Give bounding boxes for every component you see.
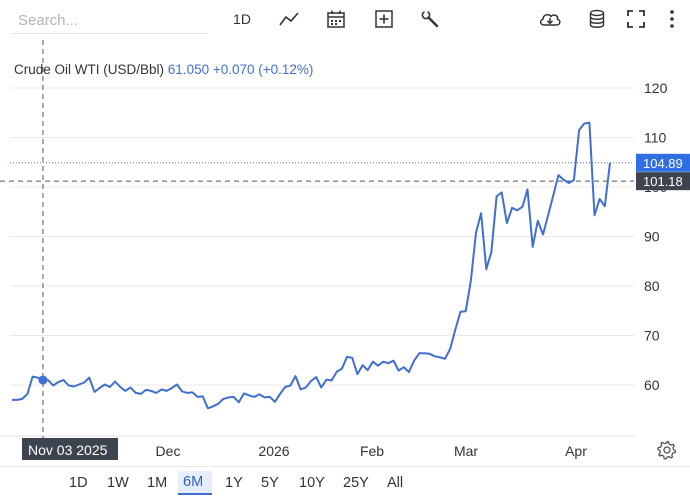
range-10y[interactable]: 10Y xyxy=(299,475,325,491)
calendar-icon[interactable] xyxy=(324,6,348,32)
range-all[interactable]: All xyxy=(387,475,404,491)
crosshair-date-label: Nov 03 2025 xyxy=(28,442,108,458)
x-axis: Dec 2026 Feb Mar Apr xyxy=(156,443,588,459)
interval-button[interactable]: 1D xyxy=(233,11,251,27)
instrument-price: 61.050 xyxy=(167,62,210,77)
instrument-name: Crude Oil WTI (USD/Bbl) xyxy=(14,62,165,77)
instrument-change: +0.070 (+0.12%) xyxy=(212,62,314,77)
fullscreen-icon[interactable] xyxy=(624,6,648,32)
range-selector: 1D 1W 1M 6M 1Y 5Y 10Y 25Y All xyxy=(0,466,690,498)
y-axis: 60708090100110120 xyxy=(644,80,668,393)
y-tick-label: 60 xyxy=(644,377,660,393)
crosshair-price-label: 101.18 xyxy=(643,174,683,189)
x-tick-label: Dec xyxy=(156,443,181,459)
range-1y[interactable]: 1Y xyxy=(225,475,243,491)
last-price-tag-label: 104.89 xyxy=(643,156,683,171)
range-1m[interactable]: 1M xyxy=(147,475,168,491)
y-tick-label: 90 xyxy=(644,229,660,245)
settings-gear-icon[interactable] xyxy=(657,440,677,460)
range-5y[interactable]: 5Y xyxy=(261,475,279,491)
x-tick-label: Mar xyxy=(454,443,478,459)
y-tick-label: 110 xyxy=(644,130,667,146)
series-line xyxy=(12,121,611,410)
range-1w[interactable]: 1W xyxy=(107,475,129,491)
last-price-tag: 104.89 xyxy=(636,153,690,172)
legend: Crude Oil WTI (USD/Bbl) 61.050 +0.070 (+… xyxy=(14,62,313,77)
add-indicator-icon[interactable] xyxy=(372,6,396,32)
search-input[interactable] xyxy=(12,8,208,34)
y-tick-label: 70 xyxy=(644,328,660,344)
database-icon[interactable] xyxy=(586,6,608,32)
range-6m[interactable]: 6M xyxy=(178,471,212,495)
x-tick-label: 2026 xyxy=(258,443,289,459)
toolbar: 1D xyxy=(0,0,690,40)
crosshair-price-tag: 101.18 xyxy=(636,172,690,191)
crosshair-date-tag: Nov 03 2025 xyxy=(22,438,118,460)
x-tick-label: Apr xyxy=(565,443,587,459)
range-25y[interactable]: 25Y xyxy=(343,475,369,491)
grid-lines xyxy=(0,87,634,437)
wrench-icon[interactable] xyxy=(418,6,442,32)
y-tick-label: 120 xyxy=(644,80,668,96)
cloud-download-icon[interactable] xyxy=(536,6,564,32)
x-tick-label: Feb xyxy=(360,443,384,459)
y-tick-label: 80 xyxy=(644,278,660,294)
range-1d[interactable]: 1D xyxy=(69,475,88,491)
more-vertical-icon[interactable] xyxy=(662,6,682,32)
line-chart-icon[interactable] xyxy=(276,6,302,32)
crosshair-point xyxy=(38,375,48,385)
